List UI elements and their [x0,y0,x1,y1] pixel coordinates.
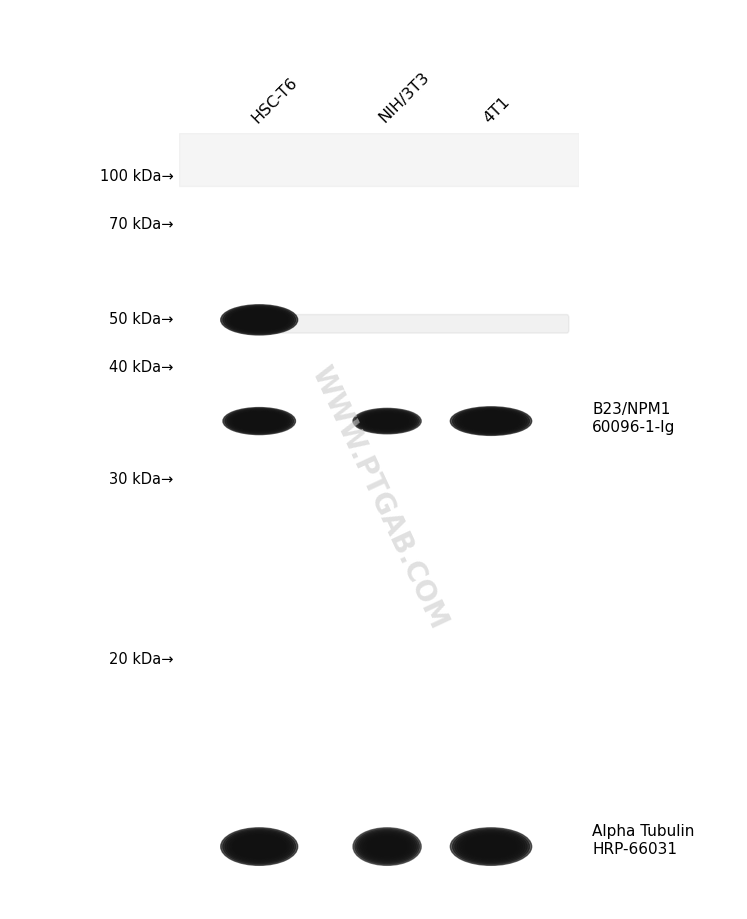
Ellipse shape [361,412,414,430]
Ellipse shape [471,415,512,426]
Text: B23/NPM1: B23/NPM1 [592,402,671,416]
Ellipse shape [225,831,294,863]
Ellipse shape [453,829,530,864]
Ellipse shape [459,833,523,860]
Ellipse shape [361,833,414,860]
Ellipse shape [357,410,418,432]
Ellipse shape [227,832,291,862]
Ellipse shape [223,408,296,435]
Text: NIH/3T3: NIH/3T3 [376,70,433,126]
Ellipse shape [229,309,289,331]
Text: Alpha Tubulin: Alpha Tubulin [592,824,695,839]
Ellipse shape [466,414,516,428]
Ellipse shape [239,414,279,427]
Ellipse shape [357,831,418,863]
Ellipse shape [229,833,289,860]
Ellipse shape [464,413,518,430]
Ellipse shape [221,305,297,335]
Text: 100 kDa→: 100 kDa→ [99,169,173,184]
Ellipse shape [370,839,404,854]
Ellipse shape [223,306,296,334]
Ellipse shape [353,828,421,866]
Ellipse shape [362,413,412,429]
Text: WWW.PTGAB.COM: WWW.PTGAB.COM [306,361,453,633]
Ellipse shape [359,832,415,862]
Ellipse shape [232,834,287,859]
Ellipse shape [362,834,412,859]
Ellipse shape [462,834,521,859]
Ellipse shape [453,408,530,435]
Ellipse shape [237,414,282,428]
Ellipse shape [240,839,279,854]
Ellipse shape [471,839,512,854]
Ellipse shape [240,315,279,324]
Ellipse shape [464,835,518,857]
Ellipse shape [368,838,406,856]
Ellipse shape [365,835,410,857]
Text: 50 kDa→: 50 kDa→ [109,312,173,327]
Ellipse shape [233,311,285,329]
Ellipse shape [370,841,404,852]
Ellipse shape [466,836,516,857]
Ellipse shape [370,416,404,426]
Ellipse shape [471,417,512,425]
Text: HRP-66031: HRP-66031 [592,843,678,857]
Ellipse shape [359,411,415,431]
Ellipse shape [227,409,291,433]
Ellipse shape [457,410,525,433]
FancyBboxPatch shape [253,314,569,333]
Ellipse shape [471,841,512,852]
Ellipse shape [366,414,408,428]
Ellipse shape [235,312,283,328]
Ellipse shape [365,414,410,428]
Ellipse shape [353,408,421,434]
Ellipse shape [241,417,277,425]
Ellipse shape [229,410,290,432]
Ellipse shape [468,414,514,427]
Ellipse shape [368,415,406,427]
Text: 40 kDa→: 40 kDa→ [109,360,173,375]
Text: 20 kDa→: 20 kDa→ [109,652,173,667]
Bar [179,133,579,187]
Ellipse shape [235,413,284,429]
Ellipse shape [468,838,514,856]
Ellipse shape [355,409,419,433]
Text: HSC-T6: HSC-T6 [249,74,300,126]
Ellipse shape [233,412,285,430]
Ellipse shape [355,829,419,864]
Ellipse shape [235,836,283,857]
Ellipse shape [462,412,521,431]
Ellipse shape [450,828,532,866]
Ellipse shape [240,313,279,326]
Ellipse shape [240,841,279,852]
Ellipse shape [231,411,288,431]
Ellipse shape [227,308,291,332]
Ellipse shape [457,832,525,862]
Ellipse shape [366,836,408,857]
Text: 70 kDa→: 70 kDa→ [109,217,173,233]
Text: 60096-1-Ig: 60096-1-Ig [592,420,676,435]
Ellipse shape [241,415,278,426]
Ellipse shape [455,409,527,434]
Ellipse shape [225,408,294,434]
Ellipse shape [238,312,281,327]
Ellipse shape [232,310,287,330]
Ellipse shape [221,828,297,866]
Ellipse shape [225,307,294,333]
Ellipse shape [459,411,523,432]
Ellipse shape [450,407,532,436]
Ellipse shape [223,829,296,864]
Text: 30 kDa→: 30 kDa→ [109,472,173,487]
Ellipse shape [233,835,285,857]
Ellipse shape [238,838,281,856]
Ellipse shape [370,417,404,425]
Ellipse shape [455,831,527,863]
Text: 4T1: 4T1 [480,94,512,126]
